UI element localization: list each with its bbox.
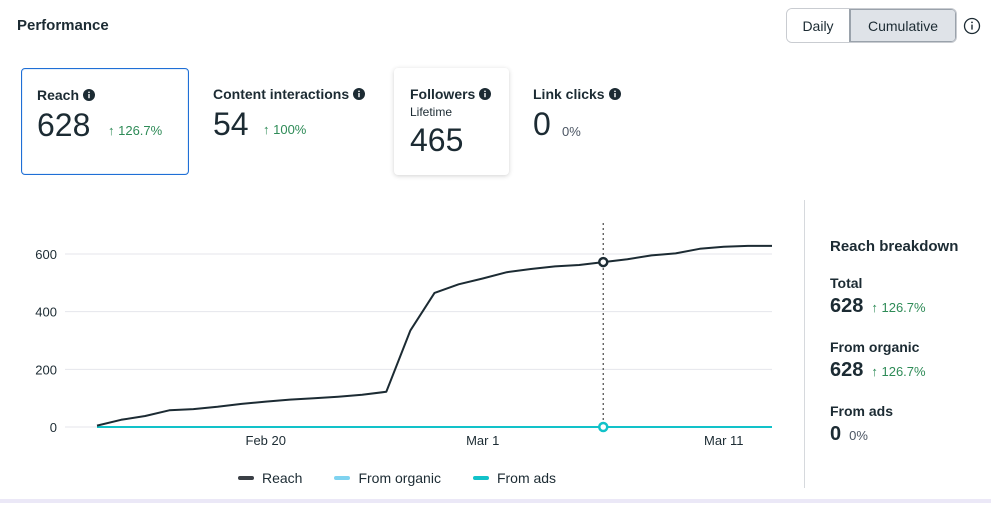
breakdown-organic-label: From organic [830,339,920,355]
followers-value: 465 [410,122,464,158]
breakdown-total: Total 628 ↑ 126.7% [830,275,926,318]
reach-value: 628 [37,107,91,143]
info-icon[interactable] [83,89,96,101]
followers-label: Followers [410,86,476,102]
legend-swatch-from-ads [472,476,489,480]
chart-legend: Reach From organic From ads [238,470,588,486]
reach-breakdown: Reach breakdown Total 628 ↑ 126.7% From … [830,238,990,445]
info-icon[interactable] [479,88,492,100]
breakdown-ads-value: 0 [830,423,842,445]
x-tick-label: Mar 11 [704,433,744,448]
info-icon[interactable] [608,88,621,100]
breakdown-total-delta: ↑ 126.7% [871,300,926,315]
reach-line-chart[interactable]: 0 200 400 600 Feb 20 Mar 1 Mar 11 [0,195,800,500]
link-clicks-card[interactable]: Link clicks 0 0% [518,68,648,175]
info-circle-icon[interactable] [963,17,981,35]
legend-label-from-ads: From ads [496,470,557,486]
legend-label-from-organic: From organic [358,470,441,486]
legend-label-reach: Reach [262,470,303,486]
daily-button[interactable]: Daily [787,9,850,42]
x-tick-label: Mar 1 [466,433,499,448]
reach-label: Reach [37,87,80,103]
hover-point-from-ads [598,421,609,433]
info-icon[interactable] [353,88,366,100]
content-interactions-label: Content interactions [213,86,350,102]
legend-item-reach[interactable]: Reach [238,470,302,486]
breakdown-ads-label: From ads [830,403,894,419]
reach-delta: ↑ 126.7% [108,123,163,138]
legend-item-from-ads[interactable]: From ads [472,470,557,486]
followers-sublabel: Lifetime [410,105,453,119]
hover-point-reach [598,256,609,268]
breakdown-organic: From organic 628 ↑ 126.7% [830,339,926,382]
content-interactions-value: 54 [213,106,249,142]
legend-swatch-from-organic [334,476,351,480]
y-tick-label: 200 [35,362,57,377]
reach-card[interactable]: Reach 628 ↑ 126.7% [21,68,189,175]
legend-swatch-reach [238,476,254,480]
breakdown-ads-delta: 0% [849,428,868,443]
followers-card[interactable]: Followers Lifetime 465 [394,68,509,175]
series-line-reach [96,244,772,427]
link-clicks-delta: 0% [562,124,581,139]
legend-item-from-organic[interactable]: From organic [334,470,441,486]
link-clicks-value: 0 [533,106,551,142]
divider [804,200,805,488]
page-title: Performance [17,17,109,34]
breakdown-total-value: 628 [830,295,864,317]
breakdown-organic-delta: ↑ 126.7% [871,364,926,379]
cumulative-button[interactable]: Cumulative [849,9,956,42]
y-tick-label: 0 [50,420,57,435]
breakdown-title: Reach breakdown [830,238,959,255]
y-tick-label: 600 [35,247,57,262]
content-interactions-card[interactable]: Content interactions 54 ↑ 100% [198,68,383,175]
y-tick-label: 400 [35,305,57,320]
breakdown-organic-value: 628 [830,359,864,381]
breakdown-total-label: Total [830,275,863,291]
view-toggle: Daily Cumulative [786,8,957,43]
x-tick-label: Feb 20 [246,433,286,448]
content-interactions-delta: ↑ 100% [263,122,307,137]
link-clicks-label: Link clicks [533,86,605,102]
breakdown-ads: From ads 0 0% [830,403,893,446]
